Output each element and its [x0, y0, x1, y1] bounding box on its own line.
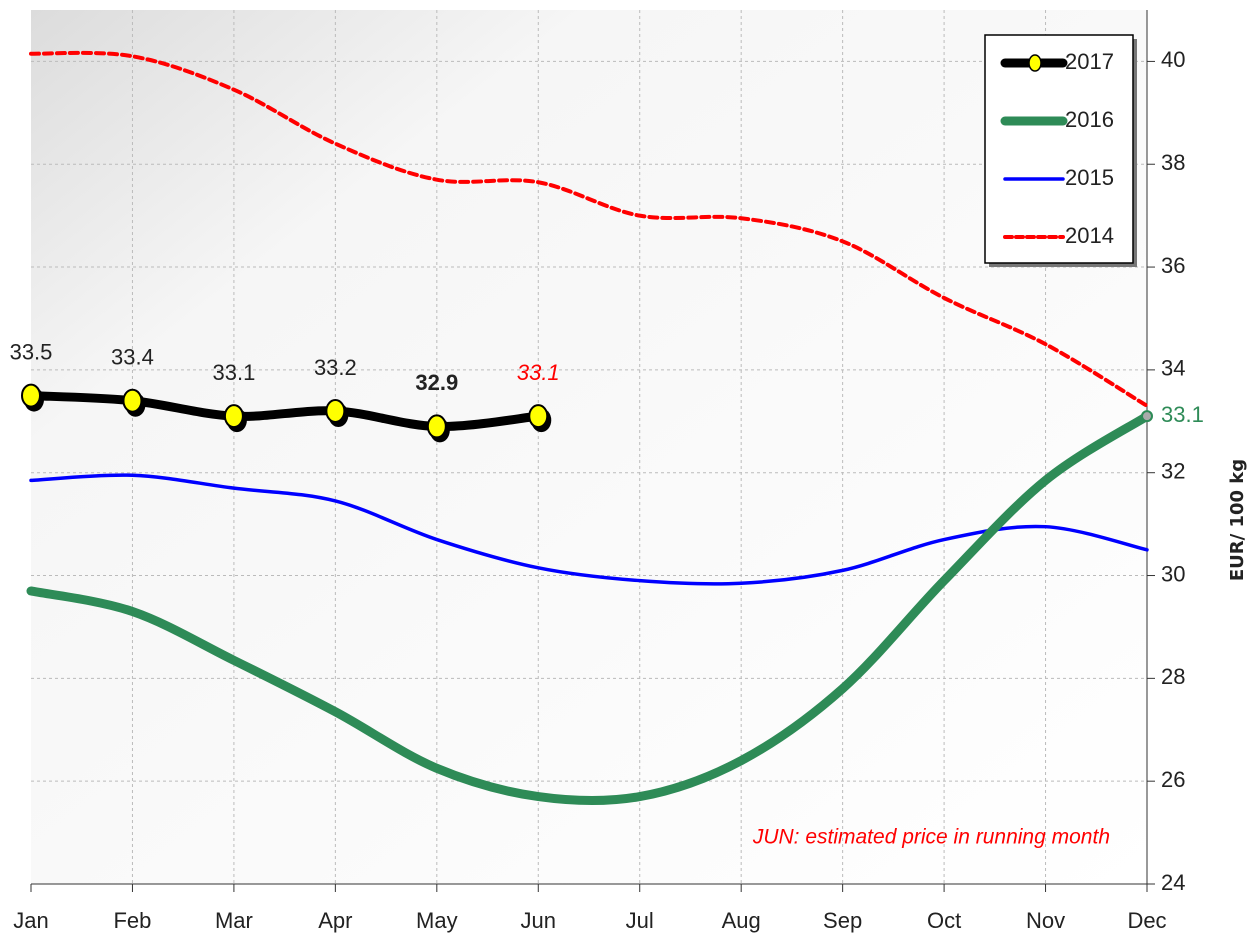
- legend-label: 2017: [1065, 49, 1114, 74]
- legend-label: 2015: [1065, 165, 1114, 190]
- series-line: [29, 50, 1149, 408]
- x-tick-label: Jan: [13, 908, 48, 933]
- y-tick-label: 38: [1161, 150, 1185, 175]
- annotation: JUN: estimated price in running month: [752, 826, 1110, 849]
- point: [528, 404, 549, 429]
- x-tick-label: Nov: [1026, 908, 1065, 933]
- legend: [984, 34, 1134, 264]
- series-line: [26, 411, 1152, 806]
- point: [122, 388, 143, 413]
- point: [325, 399, 346, 424]
- y-tick-label: 28: [1161, 664, 1185, 689]
- value-label: 33.5: [10, 339, 53, 364]
- x-tick-label: Jun: [521, 908, 556, 933]
- y-tick-label: 32: [1161, 459, 1185, 484]
- value-label: 33.1: [1161, 402, 1204, 427]
- y-axis-label: EUR/ 100 kg: [1227, 459, 1248, 581]
- y-tick-label: 24: [1161, 870, 1185, 895]
- x-tick-label: Jul: [626, 908, 654, 933]
- x-tick-label: Apr: [318, 908, 352, 933]
- point: [223, 404, 244, 429]
- y-tick-label: 40: [1161, 47, 1185, 72]
- y-tick-label: 36: [1161, 253, 1185, 278]
- x-tick-label: Sep: [823, 908, 862, 933]
- x-tick-label: Oct: [927, 908, 961, 933]
- value-label: 33.2: [314, 355, 357, 380]
- x-tick-label: Aug: [722, 908, 761, 933]
- value-label: 33.1: [517, 360, 560, 385]
- series-line: [29, 473, 1149, 586]
- x-tick-label: Dec: [1127, 908, 1166, 933]
- y-tick-label: 30: [1161, 561, 1185, 586]
- legend-label: 2014: [1065, 223, 1114, 248]
- x-tick-label: Feb: [113, 908, 151, 933]
- y-tick-label: 34: [1161, 356, 1185, 381]
- point: [426, 414, 447, 439]
- end-point: [1141, 410, 1153, 423]
- y-tick-label: 26: [1161, 767, 1185, 792]
- plot-area: [31, 10, 1147, 884]
- x-tick-label: Mar: [215, 908, 253, 933]
- legend-label: 2016: [1065, 107, 1114, 132]
- value-label: 33.4: [111, 345, 154, 370]
- value-label: 33.1: [212, 360, 255, 385]
- value-label: 32.9: [415, 370, 458, 395]
- legend-marker: [1028, 54, 1042, 72]
- point: [21, 383, 41, 408]
- x-tick-label: May: [416, 908, 458, 933]
